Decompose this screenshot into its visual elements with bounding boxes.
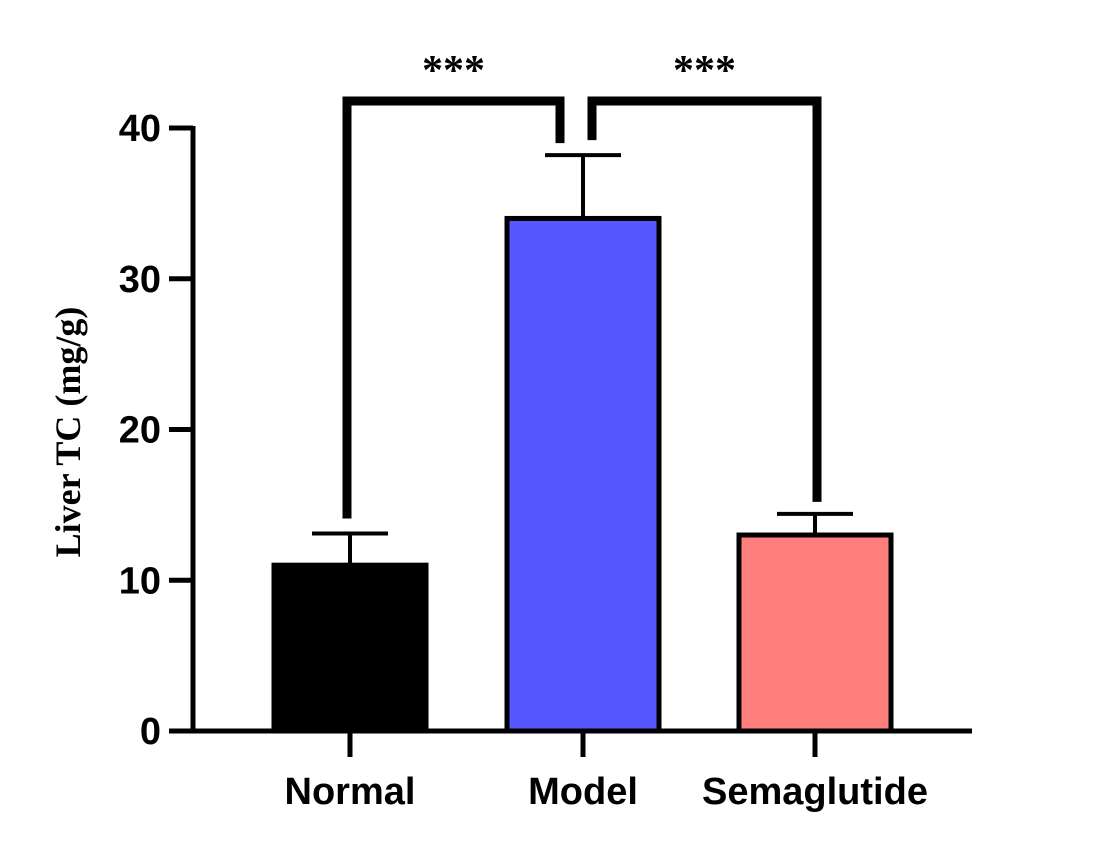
bar-semaglutide <box>736 532 894 734</box>
significance-label-1: *** <box>422 48 485 94</box>
x-label-semaglutide: Semaglutide <box>702 771 928 813</box>
significance-bracket-2 <box>587 96 822 502</box>
y-ticks-group: 0 10 20 30 40 <box>119 108 193 753</box>
y-tick-label-30: 30 <box>119 259 161 301</box>
y-tick-label-40: 40 <box>119 108 161 150</box>
bars-group <box>271 215 894 734</box>
x-label-normal: Normal <box>285 771 416 813</box>
significance-label-2: *** <box>673 48 736 94</box>
y-axis-label: Liver TC (mg/g) <box>48 307 88 558</box>
significance-brackets: *** *** <box>342 48 822 519</box>
x-label-model: Model <box>528 771 638 813</box>
x-labels-group: Normal Model Semaglutide <box>285 731 928 813</box>
bar-model <box>504 215 662 734</box>
significance-bracket-1 <box>342 96 565 519</box>
y-tick-label-10: 10 <box>119 560 161 602</box>
bar-normal <box>271 562 429 734</box>
error-bars-group <box>312 153 853 566</box>
y-tick-label-20: 20 <box>119 410 161 452</box>
y-tick-label-0: 0 <box>140 711 161 753</box>
